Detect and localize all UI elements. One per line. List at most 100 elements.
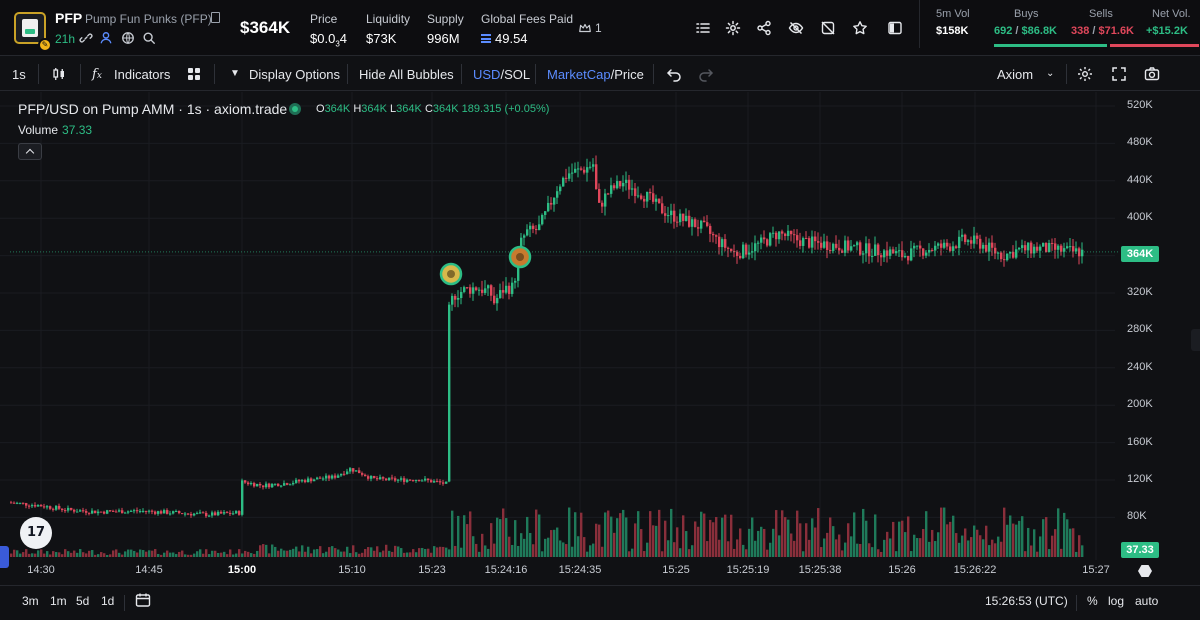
candle-up [331,475,334,479]
interval-selector[interactable]: 1s [12,67,26,82]
volume-bar [997,536,1000,557]
volume-bar [985,525,988,557]
volume-bar [838,534,841,557]
candle-down [676,221,679,223]
settings-icon[interactable] [725,20,741,36]
volume-bar [148,550,151,557]
source-selector[interactable]: Axiom [997,67,1034,82]
volume-bar [463,515,466,557]
candle-down [34,505,37,507]
link-icon[interactable] [79,31,93,45]
volume-bar [466,524,469,557]
left-panel-handle[interactable] [0,546,9,568]
ohlc-readout: O364K H364K L364K C364K 189.315 (+0.05%) [316,103,550,115]
candle-up [484,288,487,293]
fx-icon[interactable]: fx [92,67,102,82]
log-toggle[interactable]: log [1108,594,1125,608]
candle-down [334,475,337,478]
candlestick-chart[interactable] [0,92,1200,560]
candles-icon[interactable] [51,66,67,82]
hide-chart-icon[interactable] [820,20,836,36]
undo-icon[interactable] [666,66,682,82]
star-icon[interactable] [852,20,868,36]
scroll-to-latest-icon[interactable] [1138,565,1152,577]
volume-bar [742,544,745,557]
right-panel-handle[interactable] [1191,329,1200,351]
token-ticker: PFP [55,10,83,26]
candle-up [379,477,382,480]
chart-settings-icon[interactable] [1077,66,1093,82]
watchlist-count[interactable]: 1 [578,21,602,35]
layout-panel-icon[interactable] [887,20,903,36]
redo-icon[interactable] [698,66,714,82]
currency-toggle[interactable]: USD/SOL [473,67,531,82]
volume-bar [643,551,646,557]
candle-down [304,480,307,483]
candle-down [109,510,112,512]
candle-up [844,240,847,253]
candle-down [1003,259,1006,261]
range-5d[interactable]: 5d [76,594,90,608]
auto-toggle[interactable]: auto [1135,594,1159,608]
volume-bar [100,552,103,557]
range-1m[interactable]: 1m [50,594,67,608]
candle-down [940,243,943,248]
price-axis-label: 480K [1127,136,1153,149]
time-axis[interactable]: 14:30 14:45 15:00 15:10 15:23 15:24:16 15:24:3… [0,560,1200,584]
mcap-price-toggle[interactable]: MarketCap/Price [547,67,644,82]
volume-bar [748,528,751,557]
price-axis-label: 120K [1127,473,1153,485]
volume-bar [976,529,979,557]
range-1d[interactable]: 1d [101,594,115,608]
volume-bar [877,549,880,557]
candle-down [781,231,784,234]
volume-bar [961,535,964,557]
hide-icon[interactable] [788,20,804,36]
volume-bar [439,546,442,557]
percent-toggle[interactable]: % [1087,594,1098,608]
share-icon[interactable] [756,20,772,36]
candle-down [262,485,265,488]
candle-down [298,479,301,482]
globe-icon[interactable] [121,31,135,45]
copy-icon[interactable] [211,12,220,23]
candle-up [883,250,886,258]
candle-up [448,304,451,482]
collapse-legend-button[interactable] [18,143,42,160]
candle-up [685,215,688,222]
chart-area[interactable]: PFP/USD on Pump AMM · 1s · axiom.trade O… [0,92,1200,584]
list-icon[interactable] [695,20,711,36]
layout-grid-icon[interactable] [186,66,202,82]
volume-bar [835,539,838,557]
candle-down [328,475,331,479]
candle-down [985,244,988,252]
display-options-caret-icon[interactable]: ▼ [230,68,240,79]
volume-bar [145,551,148,557]
volume-bar [673,542,676,557]
camera-icon[interactable] [1144,66,1160,82]
token-name: Pump Fun Punks (PFP) [85,12,212,26]
candle-down [94,510,97,514]
fullscreen-icon[interactable] [1111,66,1127,82]
volume-bar [628,551,631,557]
search-icon[interactable] [142,31,156,45]
volume-bar [874,514,877,557]
volume-bar [820,547,823,557]
volume-bar [865,520,868,557]
hide-bubbles-button[interactable]: Hide All Bubbles [359,67,454,82]
utc-clock[interactable]: 15:26:53 (UTC) [985,594,1068,608]
candle-up [1042,243,1045,247]
tradingview-logo[interactable]: 17 [20,517,52,549]
volume-bar [973,525,976,557]
display-options-button[interactable]: Display Options [249,67,341,82]
volume-bar [394,545,397,557]
volume-bar [244,550,247,557]
indicators-button[interactable]: Indicators [114,67,171,82]
range-3m[interactable]: 3m [22,594,39,608]
calendar-icon[interactable] [135,592,151,611]
volume-bar [136,552,139,557]
candle-down [1000,252,1003,260]
user-icon[interactable] [99,31,113,45]
source-caret-icon[interactable]: ⌄ [1046,68,1055,79]
candle-up [589,166,592,168]
